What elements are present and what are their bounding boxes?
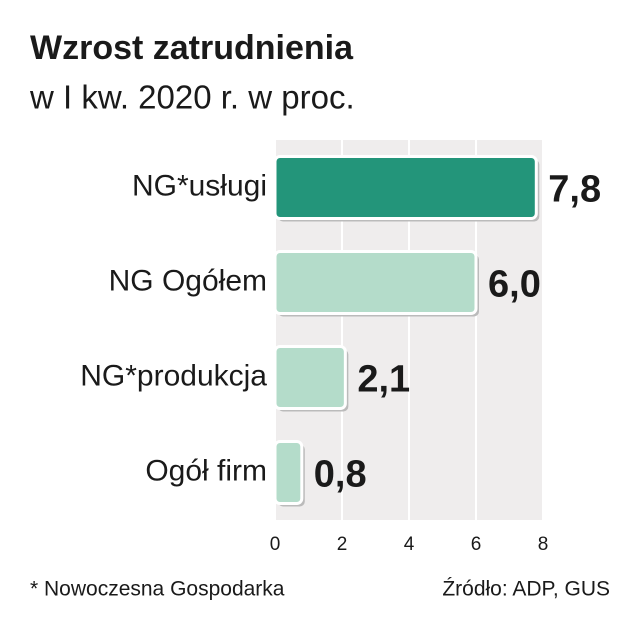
x-tick-label: 0 — [270, 534, 281, 555]
bar — [273, 155, 538, 220]
y-tick-label: NG*produkcja — [80, 359, 267, 392]
y-tick-label: NG*usługi — [132, 169, 267, 202]
footnote: * Nowoczesna Gospodarka — [30, 578, 285, 601]
value-label: 6,0 — [488, 264, 541, 306]
value-label: 0,8 — [314, 454, 367, 496]
y-tick-label: Ogół firm — [145, 454, 267, 487]
x-tick-label: 6 — [471, 534, 482, 555]
bar — [273, 440, 304, 505]
bar — [273, 250, 478, 315]
x-tick-label: 4 — [404, 534, 415, 555]
value-label: 7,8 — [548, 169, 601, 211]
chart-subtitle: w I kw. 2020 r. w proc. — [29, 79, 355, 116]
x-tick-label: 2 — [337, 534, 348, 555]
x-tick-label: 8 — [538, 534, 549, 555]
y-tick-label: NG Ogółem — [109, 264, 267, 297]
chart-title: Wzrost zatrudnienia — [30, 29, 354, 67]
bar — [273, 345, 347, 410]
value-label: 2,1 — [357, 359, 410, 401]
source: Źródło: ADP, GUS — [442, 578, 610, 601]
